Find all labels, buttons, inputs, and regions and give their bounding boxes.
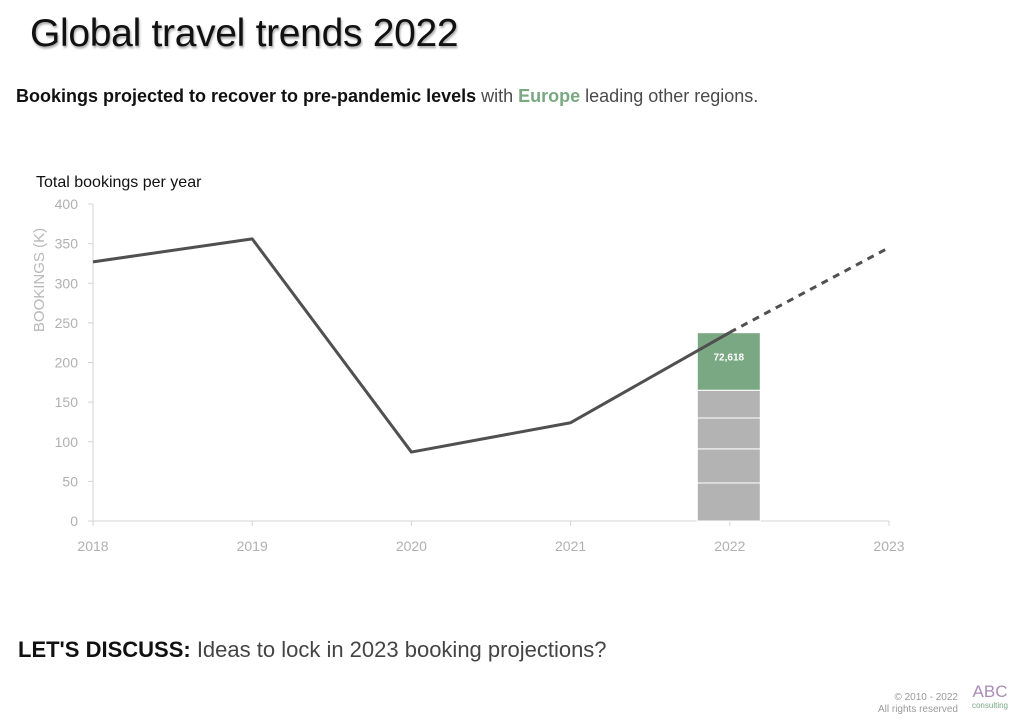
x-tick-label: 2023 bbox=[873, 538, 904, 554]
x-axis: 2018 2019 2020 2021 2022 2023 bbox=[77, 520, 905, 554]
stacked-bar-2022 bbox=[696, 332, 761, 522]
subtitle-highlight: Europe bbox=[518, 86, 581, 106]
y-axis: 0 50 100 150 200 250 300 350 400 bbox=[55, 196, 94, 529]
y-tick-label: 400 bbox=[55, 196, 79, 212]
bar-segment bbox=[696, 417, 761, 450]
page-title: Global travel trends 2022 bbox=[30, 12, 459, 55]
subtitle-end: leading other regions. bbox=[580, 86, 759, 106]
copyright-line-2: All rights reserved bbox=[877, 704, 958, 715]
subtitle-bold: Bookings projected to recover to pre-pan… bbox=[16, 86, 477, 106]
bar-labels: 72,618 bbox=[714, 353, 745, 364]
y-tick-label: 0 bbox=[70, 513, 78, 529]
bar-segment bbox=[696, 332, 761, 391]
y-tick-label: 50 bbox=[62, 473, 78, 489]
copyright: © 2010 - 2022 All rights reserved bbox=[878, 692, 958, 716]
subtitle-mid: with bbox=[476, 86, 519, 106]
line-series bbox=[92, 237, 890, 454]
projection-line bbox=[729, 246, 890, 334]
company-logo: ABC consulting bbox=[968, 683, 1012, 711]
copyright-line-1: © 2010 - 2022 bbox=[894, 692, 958, 703]
bar-segment-label: 72,618 bbox=[714, 353, 745, 364]
x-tick-label: 2020 bbox=[396, 538, 427, 554]
logo-main: ABC bbox=[972, 682, 1008, 701]
x-tick-label: 2021 bbox=[555, 538, 586, 554]
bar-segment bbox=[696, 448, 761, 484]
y-tick-label: 200 bbox=[55, 355, 79, 371]
bookings-line bbox=[92, 237, 731, 454]
discussion-text: Ideas to lock in 2023 booking projection… bbox=[190, 637, 607, 662]
x-tick-label: 2022 bbox=[714, 538, 745, 554]
y-tick-label: 250 bbox=[55, 315, 79, 331]
bar-segment bbox=[696, 482, 761, 522]
discussion-label: LET'S DISCUSS: bbox=[18, 637, 191, 662]
chart-title: Total bookings per year bbox=[36, 174, 202, 191]
y-axis-label: BOOKINGS (K) bbox=[31, 228, 48, 332]
discussion-prompt: LET'S DISCUSS: Ideas to lock in 2023 boo… bbox=[18, 637, 607, 663]
y-tick-label: 150 bbox=[55, 394, 79, 410]
x-tick-label: 2018 bbox=[77, 538, 108, 554]
x-tick-label: 2019 bbox=[237, 538, 268, 554]
bar-segment bbox=[696, 389, 761, 419]
y-tick-label: 350 bbox=[55, 236, 79, 252]
y-tick-label: 300 bbox=[55, 275, 79, 291]
bookings-chart: Total bookings per year BOOKINGS (K) 0 50… bbox=[31, 174, 905, 554]
logo-sub: consulting bbox=[971, 701, 1009, 710]
subtitle: Bookings projected to recover to pre-pan… bbox=[16, 86, 758, 107]
y-tick-label: 100 bbox=[55, 434, 79, 450]
